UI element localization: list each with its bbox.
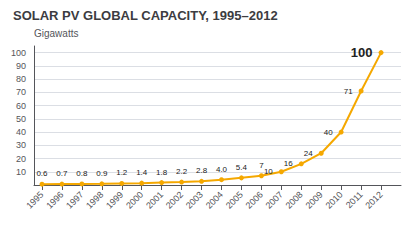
svg-text:20: 20 bbox=[16, 154, 26, 164]
svg-text:70: 70 bbox=[16, 87, 26, 97]
svg-text:1996: 1996 bbox=[44, 189, 65, 210]
svg-text:2003: 2003 bbox=[184, 189, 205, 210]
svg-text:Gigawatts: Gigawatts bbox=[34, 28, 78, 39]
svg-text:71: 71 bbox=[344, 87, 353, 96]
svg-text:16: 16 bbox=[284, 159, 293, 168]
svg-text:2009: 2009 bbox=[304, 189, 325, 210]
svg-text:2005: 2005 bbox=[224, 189, 245, 210]
svg-text:1995: 1995 bbox=[24, 189, 45, 210]
svg-text:100: 100 bbox=[351, 45, 373, 60]
svg-text:24: 24 bbox=[304, 149, 313, 158]
svg-text:0.7: 0.7 bbox=[56, 169, 68, 178]
svg-text:2010: 2010 bbox=[323, 189, 344, 210]
svg-text:1.8: 1.8 bbox=[156, 168, 168, 177]
svg-text:2004: 2004 bbox=[204, 189, 225, 210]
svg-text:2006: 2006 bbox=[244, 189, 265, 210]
svg-text:4.0: 4.0 bbox=[216, 165, 228, 174]
svg-text:1999: 1999 bbox=[104, 189, 125, 210]
svg-text:100: 100 bbox=[11, 48, 26, 58]
svg-text:0.8: 0.8 bbox=[76, 169, 88, 178]
svg-text:50: 50 bbox=[16, 114, 26, 124]
svg-text:1997: 1997 bbox=[64, 189, 85, 210]
svg-text:2001: 2001 bbox=[144, 189, 165, 210]
svg-text:60: 60 bbox=[16, 101, 26, 111]
svg-text:2007: 2007 bbox=[264, 189, 285, 210]
svg-text:2012: 2012 bbox=[363, 189, 384, 210]
svg-text:40: 40 bbox=[324, 128, 333, 137]
svg-text:1.4: 1.4 bbox=[136, 168, 148, 177]
svg-text:40: 40 bbox=[16, 127, 26, 137]
svg-text:2.8: 2.8 bbox=[196, 166, 208, 175]
svg-text:1.2: 1.2 bbox=[116, 168, 128, 177]
svg-text:2008: 2008 bbox=[284, 189, 305, 210]
svg-text:SOLAR PV GLOBAL CAPACITY, 1995: SOLAR PV GLOBAL CAPACITY, 1995–2012 bbox=[13, 8, 278, 23]
svg-text:10: 10 bbox=[16, 167, 26, 177]
svg-text:0.9: 0.9 bbox=[96, 169, 108, 178]
svg-text:2011: 2011 bbox=[344, 189, 365, 210]
svg-text:7: 7 bbox=[259, 160, 264, 170]
svg-text:5.4: 5.4 bbox=[236, 163, 248, 172]
svg-text:80: 80 bbox=[16, 74, 26, 84]
svg-text:2.2: 2.2 bbox=[176, 167, 188, 176]
svg-text:10: 10 bbox=[264, 167, 273, 176]
svg-text:2000: 2000 bbox=[124, 189, 145, 210]
svg-text:90: 90 bbox=[16, 61, 26, 71]
svg-text:2002: 2002 bbox=[164, 189, 185, 210]
svg-text:0.6: 0.6 bbox=[36, 169, 48, 178]
svg-text:30: 30 bbox=[16, 140, 26, 150]
svg-text:1998: 1998 bbox=[84, 189, 105, 210]
